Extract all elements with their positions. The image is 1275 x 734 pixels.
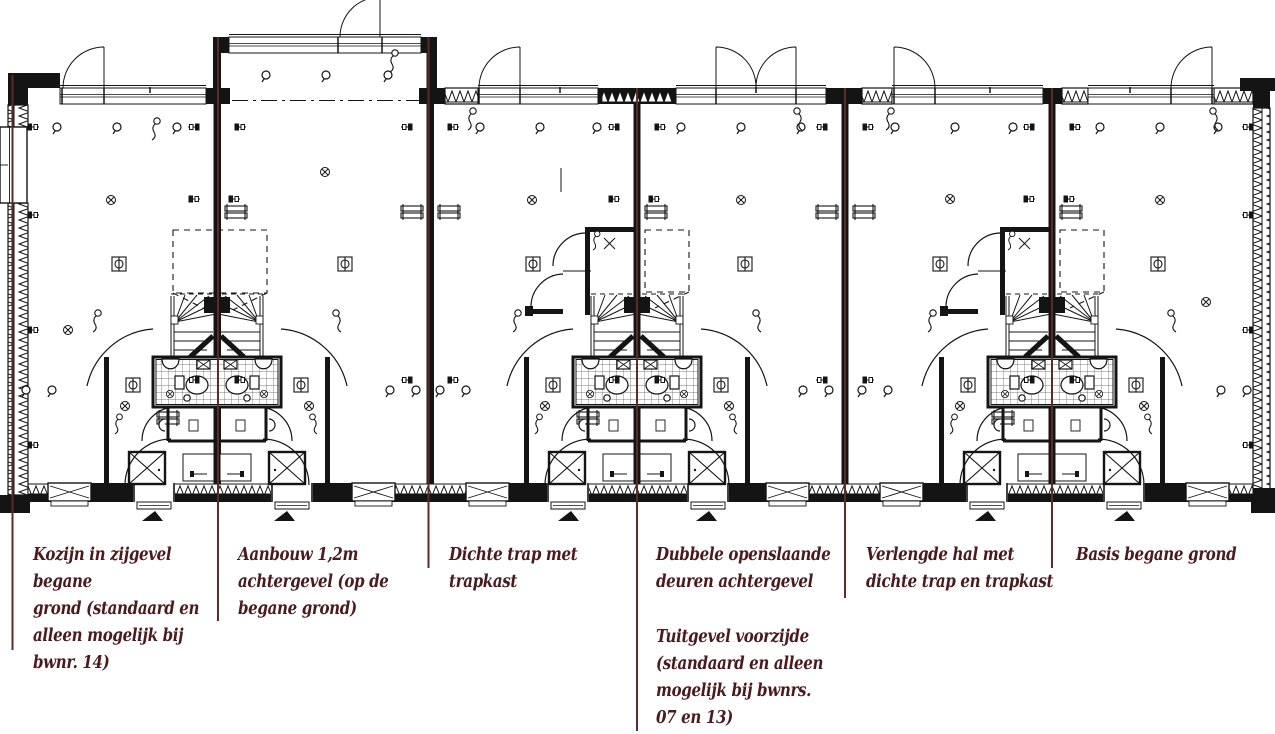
rear-facade: [59, 46, 1254, 105]
pair-core-2: [507, 124, 767, 485]
pair-core-1: [87, 124, 347, 485]
right-gable-wall: [1240, 78, 1275, 513]
rear-window-strips: [59, 85, 1215, 105]
annotation-dubbele-deuren: Dubbele openslaande deuren achtergevel: [656, 545, 831, 592]
entrance-arrows: [142, 511, 1135, 521]
annotation-kozijn-zijgevel: Kozijn in zijgevel begane grond (standaa…: [33, 545, 200, 673]
aanbouw-extension: [213, 0, 437, 104]
annotation-tuitgevel: Tuitgevel voorzijde (standaard en alleen…: [656, 627, 824, 728]
front-facade: [27, 482, 1254, 510]
leader-lines: [11, 37, 1053, 731]
annotation-dichte-trap: Dichte trap met trapkast: [449, 545, 578, 592]
annotation-basis: Basis begane grond: [1076, 545, 1237, 565]
rear-door-arcs: [62, 46, 1213, 89]
pair-core-3: [922, 124, 1182, 485]
annotation-verlengde-hal: Verlengde hal met dichte trap en trapkas…: [866, 545, 1054, 592]
annotation-aanbouw: Aanbouw 1,2m achtergevel (op de begane g…: [238, 545, 389, 619]
